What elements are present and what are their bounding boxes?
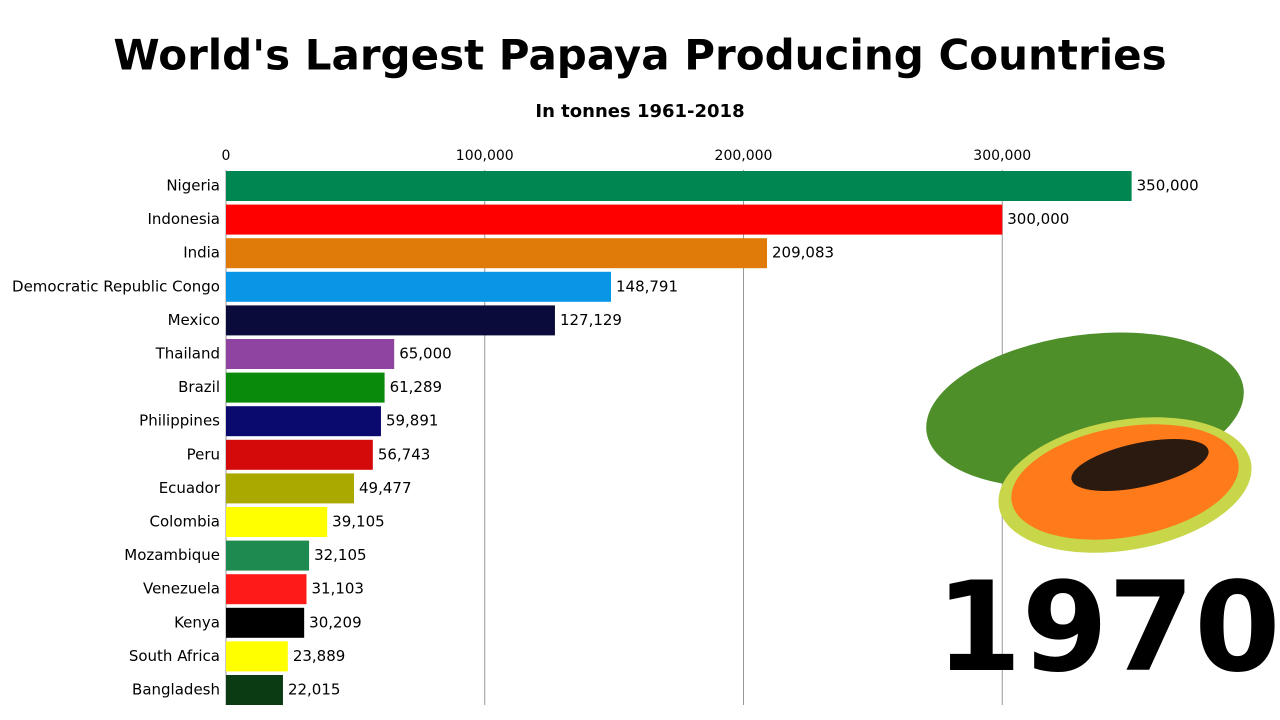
y-tick-label: Indonesia	[147, 210, 220, 228]
bar	[226, 574, 307, 605]
y-tick-label: India	[183, 244, 220, 262]
y-tick-label: Colombia	[150, 513, 221, 531]
chart-title: World's Largest Papaya Producing Countri…	[113, 31, 1166, 80]
bar	[226, 171, 1132, 201]
y-tick-label: Kenya	[174, 613, 220, 631]
value-label: 148,791	[616, 277, 678, 295]
value-label: 65,000	[399, 345, 452, 363]
value-label: 300,000	[1007, 210, 1069, 228]
x-tick-label: 300,000	[973, 148, 1031, 164]
value-label: 209,083	[772, 244, 834, 262]
bar	[226, 473, 355, 504]
y-tick-label: Mozambique	[124, 546, 220, 564]
value-label: 31,103	[311, 580, 364, 598]
bar	[226, 305, 555, 336]
value-label: 49,477	[359, 479, 412, 497]
y-tick-label: Democratic Republic Congo	[12, 277, 220, 295]
value-label: 39,105	[332, 513, 385, 531]
value-label: 61,289	[390, 378, 443, 396]
bar	[226, 372, 385, 403]
y-tick-label: Nigeria	[166, 177, 220, 195]
bar	[226, 238, 768, 269]
y-tick-label: Thailand	[155, 345, 220, 363]
x-tick-label: 100,000	[456, 148, 514, 164]
value-label: 127,129	[560, 311, 622, 329]
bar	[226, 406, 381, 437]
bar	[226, 607, 305, 638]
value-label: 59,891	[386, 412, 439, 430]
value-label: 56,743	[378, 445, 431, 463]
bar	[226, 675, 283, 705]
bar	[226, 641, 288, 672]
bar	[226, 271, 611, 302]
y-tick-label: South Africa	[129, 647, 220, 665]
value-label: 32,105	[314, 546, 367, 564]
bar	[226, 204, 1003, 235]
chart-subtitle: In tonnes 1961-2018	[535, 101, 744, 122]
bar	[226, 507, 328, 537]
year-label: 1970	[935, 556, 1280, 700]
value-label: 23,889	[293, 647, 346, 665]
bar	[226, 439, 373, 470]
bar	[226, 540, 310, 571]
value-label: 22,015	[288, 681, 341, 699]
papaya-illustration	[926, 332, 1252, 553]
value-label: 350,000	[1137, 177, 1199, 195]
y-tick-label: Peru	[187, 445, 220, 463]
y-tick-label: Mexico	[168, 311, 220, 329]
y-tick-label: Venezuela	[143, 580, 220, 598]
x-tick-label: 0	[222, 148, 231, 164]
bar	[226, 339, 395, 369]
y-tick-label: Brazil	[178, 378, 220, 396]
y-tick-label: Ecuador	[159, 479, 221, 497]
y-tick-label: Bangladesh	[132, 681, 220, 699]
y-tick-label: Philippines	[139, 412, 220, 430]
x-tick-label: 200,000	[715, 148, 773, 164]
value-label: 30,209	[309, 613, 362, 631]
